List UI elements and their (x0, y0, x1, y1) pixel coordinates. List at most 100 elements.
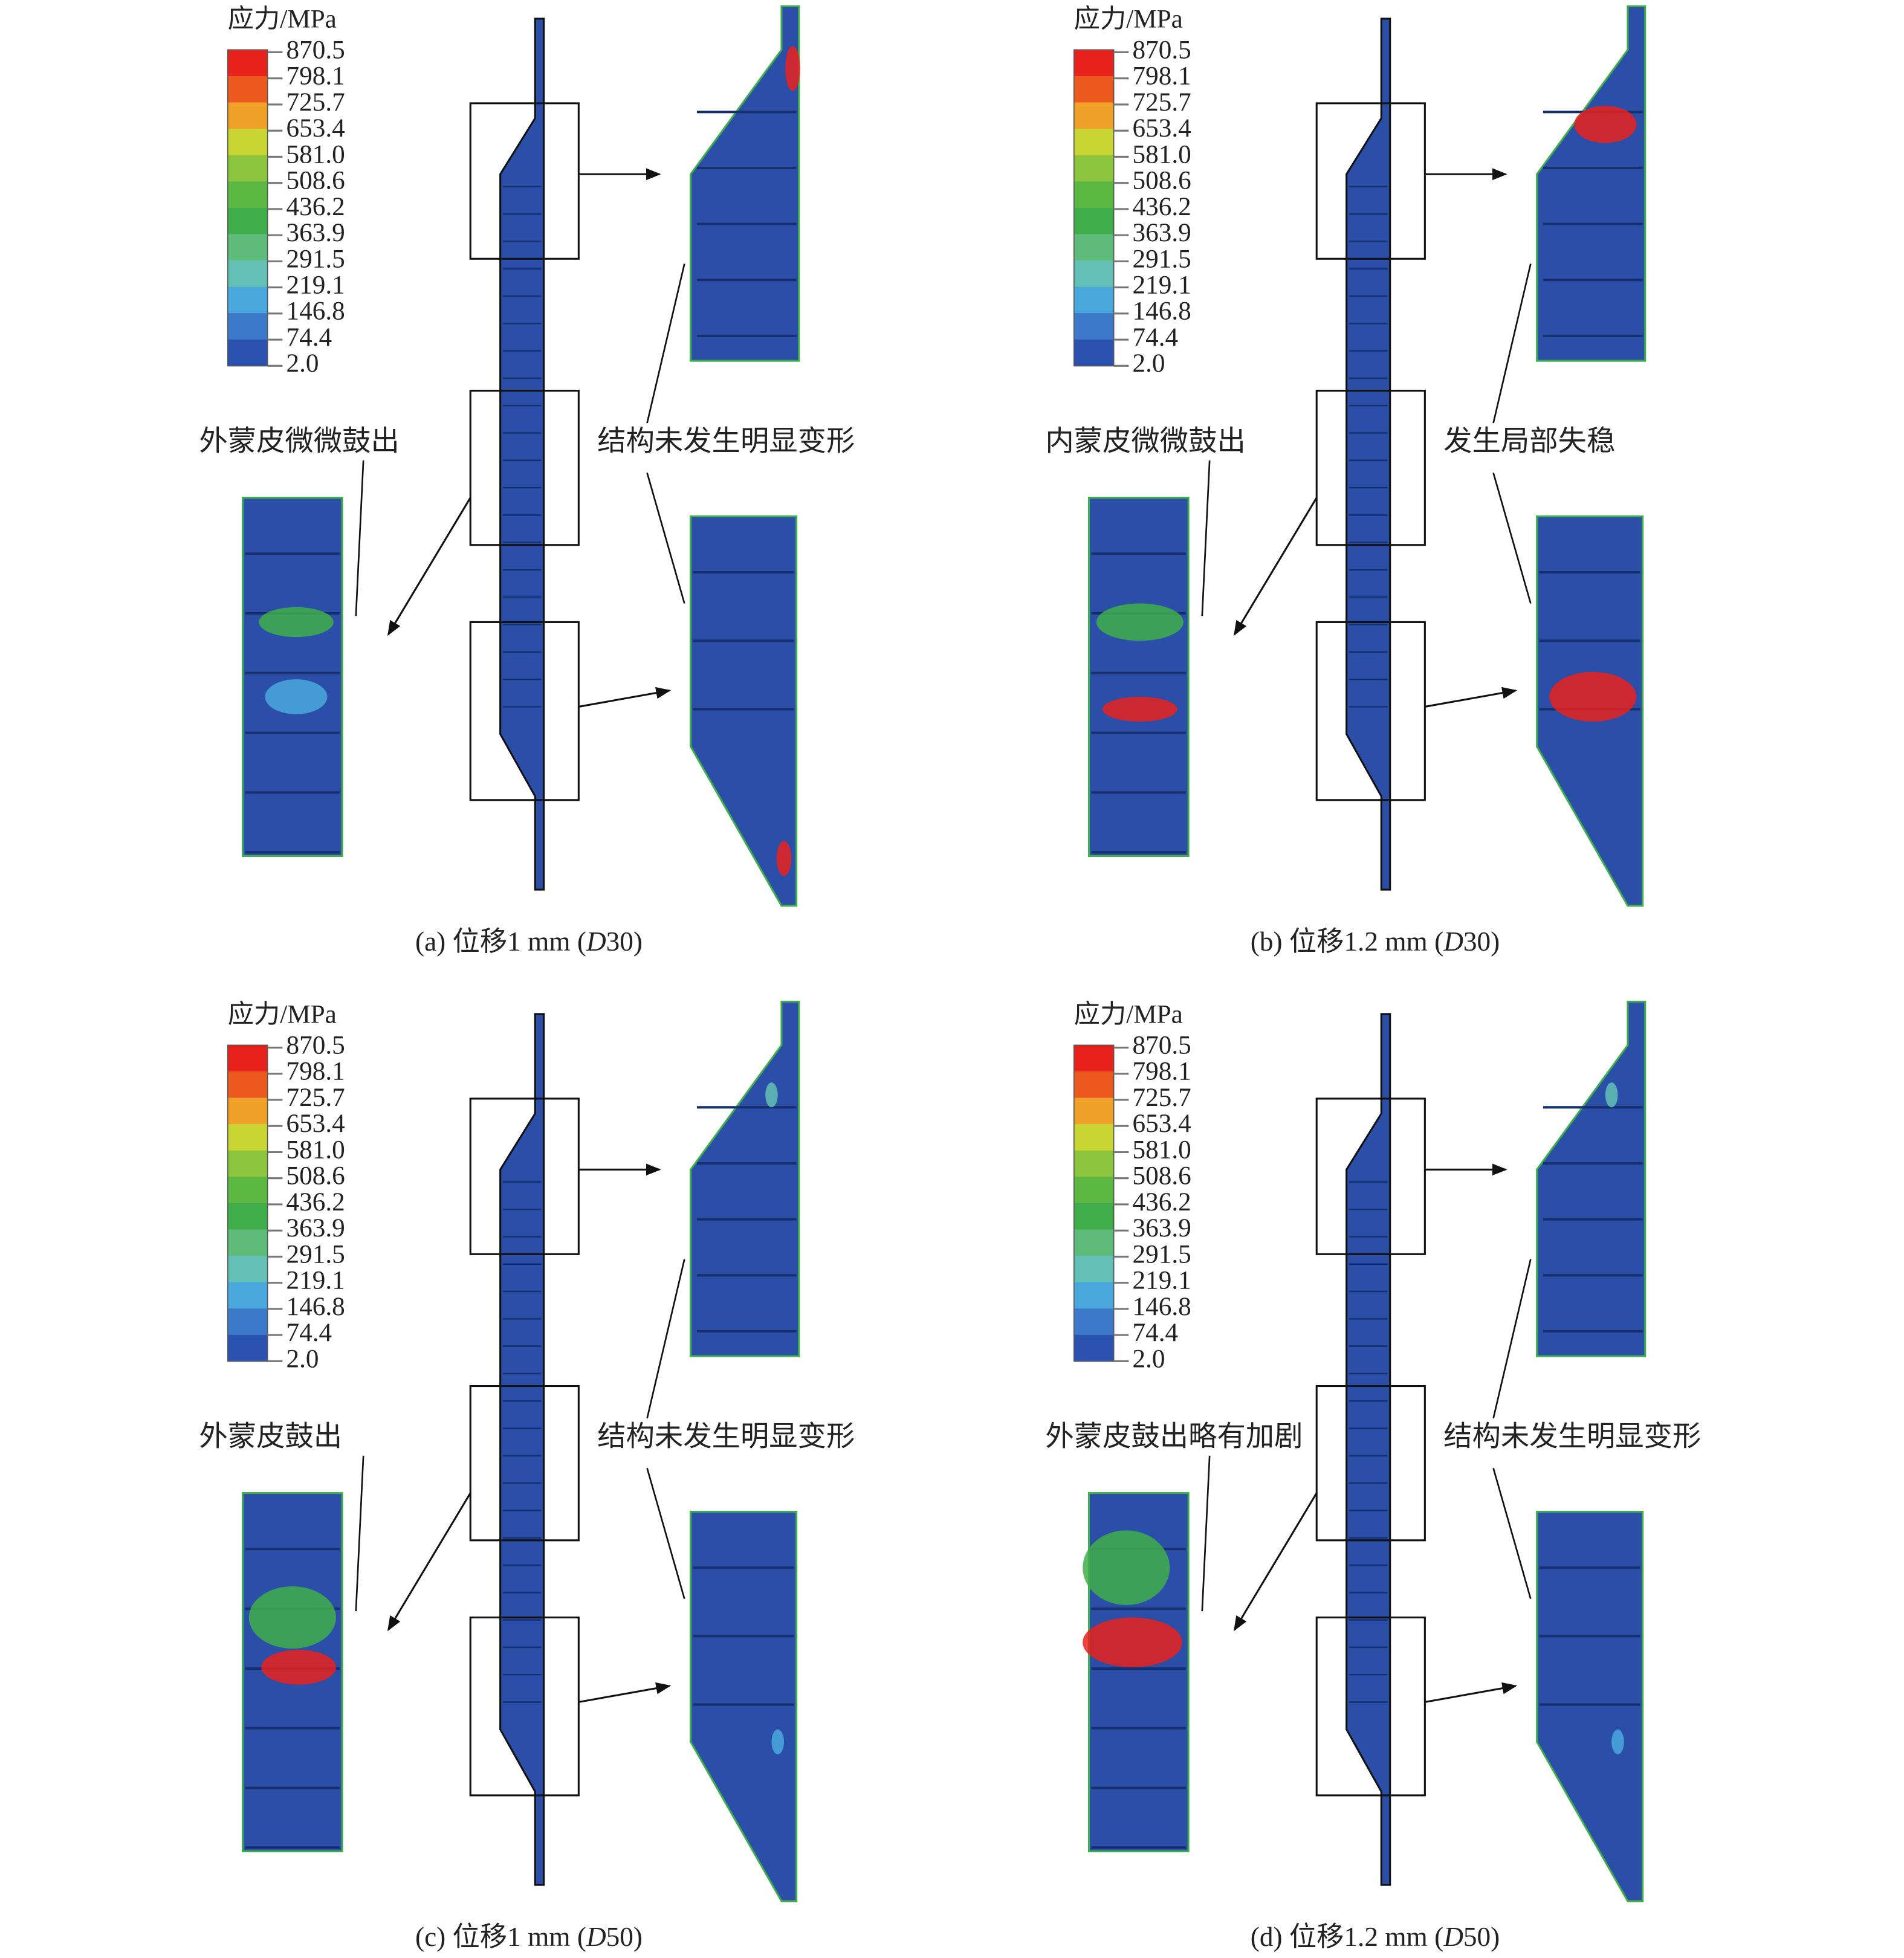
leader-line (646, 1259, 685, 1419)
caption-italic: D (586, 1922, 606, 1952)
zoom-box (469, 1097, 580, 1255)
arrow (1425, 687, 1518, 708)
legend-band (227, 1071, 268, 1099)
panel: 应力/MPa870.5798.1725.7653.4581.0508.6436.… (1045, 1000, 1701, 1952)
specimen (1345, 18, 1391, 891)
zoom-box (1315, 102, 1426, 260)
stress-spot (1083, 1617, 1182, 1667)
legend-band (227, 102, 268, 130)
stress-spot (1611, 1729, 1624, 1754)
stress-spot (776, 841, 792, 876)
leader-line (1492, 263, 1532, 424)
caption-text: (b) 位移1.2 mm ( (1251, 926, 1443, 957)
legend-label: 798.1 (1133, 1057, 1191, 1086)
legend-band (1073, 1282, 1114, 1310)
legend-label: 436.2 (287, 1187, 345, 1216)
legend-label: 74.4 (287, 323, 332, 352)
legend-label: 653.4 (1133, 1109, 1191, 1138)
arrow (387, 497, 471, 636)
zoom-box (469, 1616, 580, 1797)
legend-label: 581.0 (1133, 1135, 1191, 1164)
caption: (d) 位移1.2 mm (D50) (1251, 1922, 1500, 1952)
legend-band (227, 286, 268, 314)
legend-label: 653.4 (287, 1109, 345, 1138)
legend-frame (1073, 1044, 1115, 1362)
legend-label: 2.0 (1133, 1344, 1165, 1373)
legend-label: 219.1 (287, 271, 345, 300)
zoom-top (1536, 5, 1647, 362)
leader-line (646, 1468, 685, 1599)
caption-text: 30) (1463, 926, 1500, 957)
zoom-box (1315, 1616, 1426, 1797)
caption-text: 50) (606, 1922, 643, 1952)
legend-label: 2.0 (287, 1344, 319, 1373)
stress-spot (248, 1586, 336, 1649)
caption-text: (a) 位移1 mm ( (415, 926, 586, 957)
legend-label: 798.1 (287, 62, 345, 91)
zoom-top (690, 5, 800, 362)
legend-band (1073, 207, 1114, 235)
annotation: 发生局部失稳 (1443, 425, 1615, 457)
legend-label: 363.9 (287, 1213, 345, 1242)
legend-band (227, 1282, 268, 1310)
caption: (b) 位移1.2 mm (D30) (1251, 926, 1500, 957)
legend-label: 581.0 (287, 1135, 345, 1164)
specimen (1345, 1013, 1391, 1886)
legend-title: 应力/MPa (1074, 4, 1183, 33)
specimen (499, 18, 545, 891)
zoom-bottom (690, 1510, 798, 1902)
legend-band (227, 155, 268, 183)
legend-label: 146.8 (287, 297, 345, 326)
legend-label: 363.9 (1133, 218, 1191, 247)
legend-frame (227, 1044, 268, 1362)
legend-label: 436.2 (1133, 192, 1191, 221)
legend-band (1073, 1229, 1114, 1257)
legend-label: 798.1 (287, 1057, 345, 1086)
legend-band (1073, 50, 1114, 77)
annotation: 外蒙皮微微鼓出 (199, 425, 399, 457)
caption: (c) 位移1 mm (D50) (415, 1922, 643, 1952)
legend-label: 291.5 (1133, 1239, 1191, 1268)
legend-band (227, 1256, 268, 1283)
annotation: 结构未发生明显变形 (597, 425, 855, 457)
legend-label: 219.1 (1133, 271, 1191, 300)
legend-label: 363.9 (1133, 1213, 1191, 1242)
arrow (387, 1492, 471, 1632)
legend-band (227, 1334, 268, 1362)
zoom-top (1536, 1000, 1647, 1357)
panel: 应力/MPa870.5798.1725.7653.4581.0508.6436.… (199, 4, 855, 957)
legend-label: 581.0 (1133, 140, 1191, 169)
legend-band (1073, 155, 1114, 183)
legend-label: 291.5 (287, 1239, 345, 1268)
annotation: 外蒙皮鼓出 (199, 1421, 342, 1452)
legend-band (1073, 1124, 1114, 1151)
stress-spot (1083, 1530, 1170, 1605)
legend-label: 725.7 (287, 88, 345, 117)
legend-label: 291.5 (287, 244, 345, 273)
legend-band (227, 234, 268, 262)
legend-label: 508.6 (287, 166, 345, 195)
legend-band (227, 260, 268, 288)
legend-label: 508.6 (287, 1162, 345, 1191)
legend-label: 74.4 (287, 1318, 332, 1347)
legend-band (227, 1308, 268, 1336)
stress-spot (261, 1650, 336, 1685)
legend-band (1073, 260, 1114, 288)
legend-label: 436.2 (287, 192, 345, 221)
leader-line (1492, 1259, 1532, 1419)
legend-band (227, 76, 268, 103)
stress-spot (1549, 671, 1637, 722)
legend-band (227, 313, 268, 340)
stress-spot (1103, 696, 1177, 722)
zoom-box (1315, 1385, 1426, 1542)
zoom-box (1315, 1097, 1426, 1255)
legend-band (1073, 181, 1114, 208)
legend-label: 74.4 (1133, 1318, 1179, 1347)
arrow (578, 687, 672, 708)
leader-line (355, 460, 364, 616)
arrow (1234, 1492, 1318, 1632)
legend-label: 725.7 (1133, 88, 1191, 117)
zoom-box (469, 1385, 580, 1542)
legend-frame (1073, 49, 1115, 367)
